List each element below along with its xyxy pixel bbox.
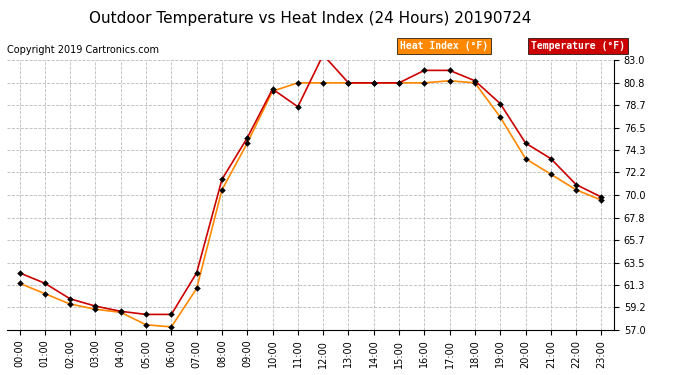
Text: Copyright 2019 Cartronics.com: Copyright 2019 Cartronics.com xyxy=(7,45,159,55)
Text: Outdoor Temperature vs Heat Index (24 Hours) 20190724: Outdoor Temperature vs Heat Index (24 Ho… xyxy=(89,11,532,26)
Text: Heat Index (°F): Heat Index (°F) xyxy=(400,41,489,51)
Text: Temperature (°F): Temperature (°F) xyxy=(531,41,625,51)
